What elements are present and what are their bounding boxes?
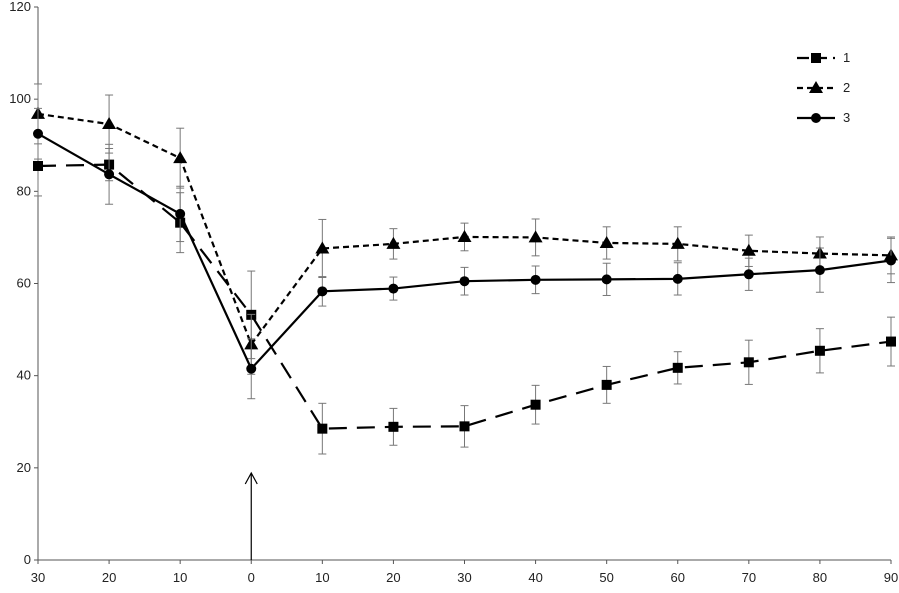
x-tick-label: 10 (315, 570, 329, 585)
arrow-head (244, 471, 258, 485)
data-point (672, 362, 683, 373)
data-point (530, 399, 541, 410)
data-point (104, 169, 115, 180)
x-tick-label: 60 (671, 570, 685, 585)
data-point (317, 423, 328, 434)
legend-label: 1 (843, 50, 850, 65)
data-point (886, 255, 896, 266)
x-tick-label: 40 (528, 570, 542, 585)
data-point (175, 208, 186, 219)
data-point (246, 363, 257, 374)
data-point (743, 269, 754, 280)
x-tick-label: 50 (599, 570, 613, 585)
series-group (31, 83, 898, 455)
x-tick-label: 70 (742, 570, 756, 585)
data-point (530, 274, 541, 285)
series-2 (31, 83, 898, 375)
x-tick-label: 30 (457, 570, 471, 585)
series-line (37, 163, 892, 430)
legend-marker (809, 81, 823, 93)
legend-item-2: 2 (797, 80, 850, 95)
data-point (459, 421, 470, 432)
y-tick-label: 80 (17, 183, 31, 198)
data-point (315, 241, 330, 254)
x-tick-label: 20 (386, 570, 400, 585)
data-point (457, 229, 472, 242)
data-point (670, 236, 685, 249)
legend-item-1: 1 (797, 50, 850, 65)
data-point (33, 128, 43, 139)
data-point (814, 345, 825, 356)
data-point (102, 117, 117, 130)
legend: 1 2 3 (797, 50, 850, 125)
legend-item-3: 3 (797, 110, 850, 125)
x-tick-label: 30 (31, 570, 45, 585)
data-point (317, 286, 328, 297)
x-tick-label: 20 (102, 570, 116, 585)
data-point (599, 235, 614, 248)
data-point (741, 243, 756, 256)
legend-label: 2 (843, 80, 850, 95)
data-point (672, 273, 683, 284)
data-point (814, 265, 825, 276)
data-point (388, 421, 399, 432)
y-tick-label: 100 (9, 91, 31, 106)
legend-marker (811, 53, 821, 63)
data-point (886, 336, 896, 347)
data-point (388, 283, 399, 294)
data-point (386, 236, 401, 249)
x-tick-label: 90 (884, 570, 898, 585)
y-tick-label: 40 (17, 368, 31, 383)
data-point (528, 230, 543, 243)
x-tick-label: 10 (173, 570, 187, 585)
x-tick-label: 0 (248, 570, 255, 585)
series-3 (33, 107, 896, 400)
data-point (743, 357, 754, 368)
data-point (601, 379, 612, 390)
y-tick-label: 60 (17, 276, 31, 291)
data-point (601, 274, 612, 285)
y-tick-label: 20 (17, 460, 31, 475)
legend-label: 3 (843, 110, 850, 125)
data-point (33, 160, 43, 171)
y-tick-label: 0 (24, 552, 31, 567)
annotations (244, 471, 258, 560)
y-tick-label: 120 (9, 0, 31, 14)
series-1 (33, 135, 896, 455)
data-point (173, 151, 188, 164)
legend-marker (811, 113, 821, 123)
data-point (459, 276, 470, 287)
x-tick-label: 80 (813, 570, 827, 585)
